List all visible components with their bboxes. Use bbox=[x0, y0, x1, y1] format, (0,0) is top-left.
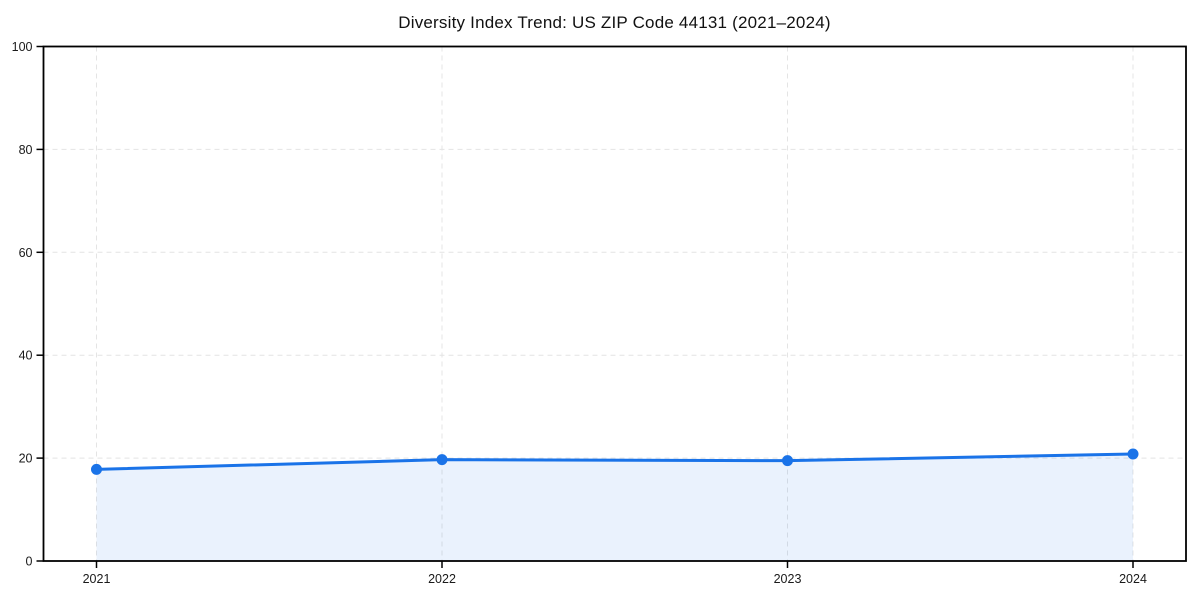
y-tick-label-20: 20 bbox=[19, 452, 33, 466]
x-tick-label-2021: 2021 bbox=[83, 572, 111, 586]
trend-line bbox=[95, 452, 1135, 471]
area-fill bbox=[96, 453, 1133, 561]
y-tick-label-80: 80 bbox=[19, 143, 33, 157]
x-tick-label-2024: 2024 bbox=[1119, 572, 1147, 586]
y-tick-label-100: 100 bbox=[12, 40, 33, 54]
data-point-2022 bbox=[436, 454, 448, 466]
y-tick-label-0: 0 bbox=[26, 555, 33, 569]
data-point-2023 bbox=[782, 455, 793, 467]
data-point-2024 bbox=[1127, 448, 1139, 460]
data-point-2021 bbox=[91, 463, 102, 475]
x-tick-label-2023: 2023 bbox=[774, 572, 802, 586]
y-tick-label-40: 40 bbox=[19, 349, 33, 363]
x-tick-label-2022: 2022 bbox=[428, 572, 456, 586]
plot-frame bbox=[42, 45, 1187, 562]
chart-title: Diversity Index Trend: US ZIP Code 44131… bbox=[398, 13, 831, 32]
y-tick-label-60: 60 bbox=[19, 246, 33, 260]
